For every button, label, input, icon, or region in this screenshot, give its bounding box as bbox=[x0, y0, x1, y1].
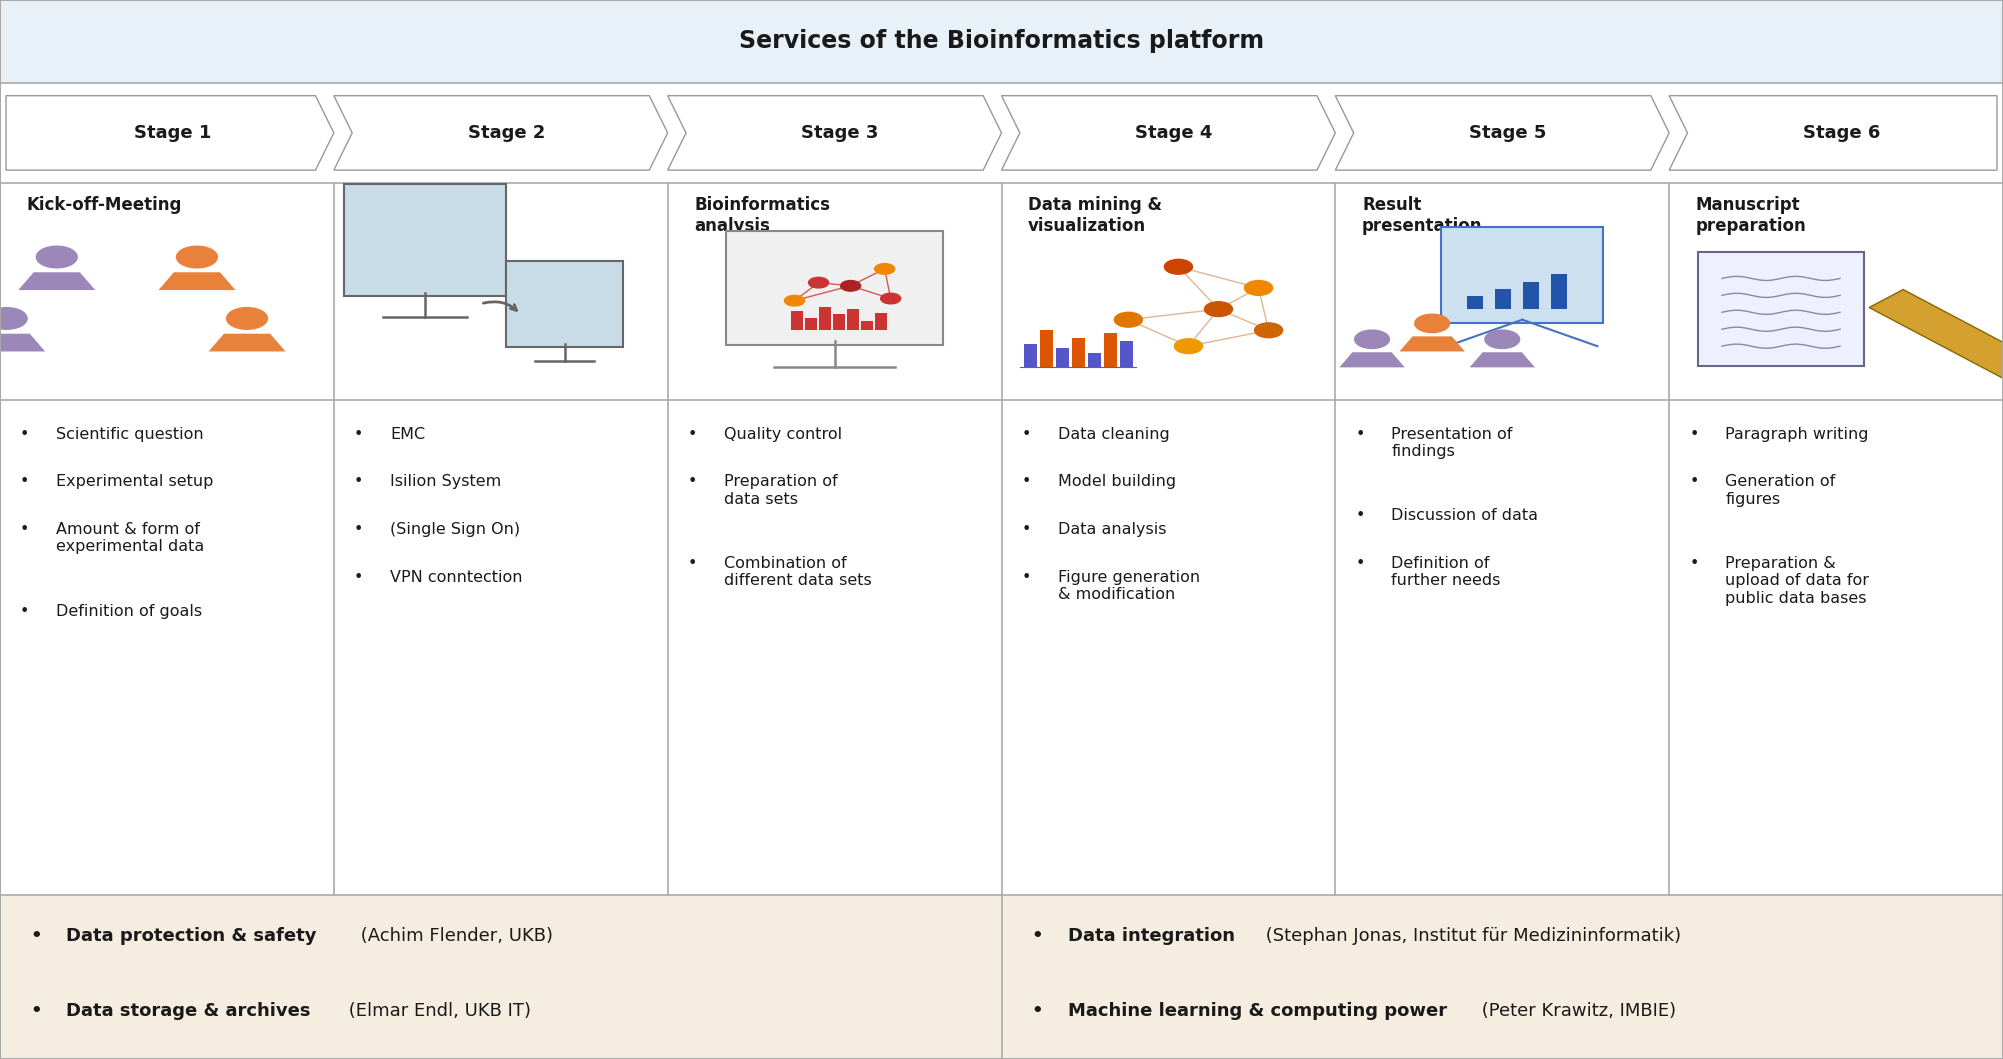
Text: •: • bbox=[1356, 427, 1364, 442]
Text: (Single Sign On): (Single Sign On) bbox=[391, 522, 521, 537]
Polygon shape bbox=[335, 95, 667, 170]
Bar bbox=[875, 313, 887, 330]
Circle shape bbox=[1244, 281, 1272, 295]
Text: Stage 1: Stage 1 bbox=[134, 124, 210, 142]
Text: (Peter Krawitz, IMBIE): (Peter Krawitz, IMBIE) bbox=[1476, 1003, 1677, 1021]
Text: •: • bbox=[1356, 556, 1364, 571]
Polygon shape bbox=[1336, 95, 1668, 170]
Text: Stage 6: Stage 6 bbox=[1803, 124, 1881, 142]
Text: •: • bbox=[1022, 427, 1032, 442]
Text: Stage 5: Stage 5 bbox=[1468, 124, 1546, 142]
Circle shape bbox=[841, 281, 861, 291]
Circle shape bbox=[1174, 339, 1202, 354]
Text: Figure generation
& modification: Figure generation & modification bbox=[1058, 570, 1200, 603]
Text: Definition of goals: Definition of goals bbox=[56, 604, 202, 618]
Text: Services of the Bioinformatics platform: Services of the Bioinformatics platform bbox=[739, 30, 1264, 53]
Circle shape bbox=[1254, 323, 1282, 338]
Text: Generation of
figures: Generation of figures bbox=[1725, 474, 1835, 507]
Circle shape bbox=[0, 307, 28, 329]
Text: Stage 2: Stage 2 bbox=[467, 124, 545, 142]
Bar bbox=[847, 309, 859, 330]
Bar bbox=[1040, 330, 1054, 367]
Text: Data cleaning: Data cleaning bbox=[1058, 427, 1170, 442]
Text: (Elmar Endl, UKB IT): (Elmar Endl, UKB IT) bbox=[343, 1003, 531, 1021]
Polygon shape bbox=[667, 95, 1002, 170]
Text: Discussion of data: Discussion of data bbox=[1392, 508, 1538, 523]
Text: Stage 3: Stage 3 bbox=[801, 124, 879, 142]
Text: Data protection & safety: Data protection & safety bbox=[66, 927, 316, 945]
Bar bbox=[1120, 341, 1134, 367]
Bar bbox=[1024, 344, 1038, 367]
Text: •: • bbox=[1689, 556, 1699, 571]
Polygon shape bbox=[0, 334, 46, 352]
Polygon shape bbox=[1400, 337, 1464, 352]
FancyBboxPatch shape bbox=[727, 231, 943, 345]
Polygon shape bbox=[1869, 289, 2003, 397]
Polygon shape bbox=[1002, 95, 1336, 170]
Polygon shape bbox=[208, 334, 286, 352]
Text: Bioinformatics
analysis: Bioinformatics analysis bbox=[695, 196, 831, 235]
Text: Data mining &
visualization: Data mining & visualization bbox=[1028, 196, 1162, 235]
Text: Preparation &
upload of data for
public data bases: Preparation & upload of data for public … bbox=[1725, 556, 1869, 606]
FancyBboxPatch shape bbox=[0, 0, 2003, 83]
Text: •: • bbox=[30, 927, 42, 945]
Text: •: • bbox=[1689, 427, 1699, 442]
Circle shape bbox=[226, 307, 268, 329]
Circle shape bbox=[1164, 259, 1192, 274]
Text: Preparation of
data sets: Preparation of data sets bbox=[723, 474, 837, 507]
Text: (Stephan Jonas, Institut für Medizininformatik): (Stephan Jonas, Institut für Medizininfo… bbox=[1260, 927, 1681, 945]
Polygon shape bbox=[1340, 353, 1404, 367]
Text: Kick-off-Meeting: Kick-off-Meeting bbox=[26, 196, 182, 214]
FancyBboxPatch shape bbox=[507, 261, 623, 346]
Text: Presentation of
findings: Presentation of findings bbox=[1392, 427, 1512, 460]
Text: •: • bbox=[30, 1003, 42, 1021]
Polygon shape bbox=[6, 95, 335, 170]
Circle shape bbox=[785, 295, 805, 306]
Text: Data integration: Data integration bbox=[1068, 927, 1234, 945]
Bar bbox=[1552, 274, 1568, 309]
Text: Result
presentation: Result presentation bbox=[1362, 196, 1482, 235]
Text: Paragraph writing: Paragraph writing bbox=[1725, 427, 1869, 442]
Text: •: • bbox=[355, 522, 363, 537]
Text: •: • bbox=[20, 604, 30, 618]
Circle shape bbox=[875, 264, 895, 274]
Polygon shape bbox=[18, 272, 96, 290]
Text: EMC: EMC bbox=[391, 427, 425, 442]
Text: •: • bbox=[1022, 474, 1032, 489]
Text: Model building: Model building bbox=[1058, 474, 1176, 489]
Circle shape bbox=[1354, 330, 1390, 348]
Polygon shape bbox=[1470, 353, 1534, 367]
Text: •: • bbox=[20, 474, 30, 489]
FancyBboxPatch shape bbox=[1442, 227, 1602, 323]
Bar bbox=[861, 321, 873, 330]
Text: •: • bbox=[1689, 474, 1699, 489]
Text: •: • bbox=[1022, 522, 1032, 537]
Circle shape bbox=[881, 293, 901, 304]
Text: Combination of
different data sets: Combination of different data sets bbox=[723, 556, 871, 589]
Circle shape bbox=[1204, 302, 1232, 317]
Text: Definition of
further needs: Definition of further needs bbox=[1392, 556, 1500, 589]
Text: Amount & form of
experimental data: Amount & form of experimental data bbox=[56, 522, 204, 555]
Bar bbox=[1104, 334, 1118, 367]
Text: •: • bbox=[20, 427, 30, 442]
Text: Scientific question: Scientific question bbox=[56, 427, 204, 442]
Text: •: • bbox=[687, 556, 697, 571]
Bar bbox=[1496, 289, 1512, 309]
FancyBboxPatch shape bbox=[0, 895, 2003, 1059]
Bar bbox=[819, 307, 831, 330]
Polygon shape bbox=[158, 272, 236, 290]
Circle shape bbox=[1114, 312, 1142, 327]
Text: Experimental setup: Experimental setup bbox=[56, 474, 214, 489]
Text: Manuscript
preparation: Manuscript preparation bbox=[1697, 196, 1807, 235]
Circle shape bbox=[1484, 330, 1520, 348]
Bar bbox=[791, 311, 803, 330]
Bar bbox=[1056, 348, 1070, 367]
Bar bbox=[1072, 338, 1086, 367]
Circle shape bbox=[36, 246, 78, 268]
Text: Data analysis: Data analysis bbox=[1058, 522, 1166, 537]
Circle shape bbox=[176, 246, 218, 268]
Text: Quality control: Quality control bbox=[723, 427, 841, 442]
Bar bbox=[1524, 282, 1540, 309]
Bar bbox=[1466, 297, 1484, 309]
